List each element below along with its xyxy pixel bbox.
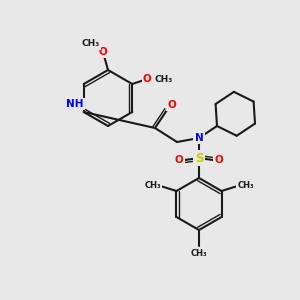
Text: O: O xyxy=(143,74,152,84)
Text: NH: NH xyxy=(66,99,83,109)
Text: CH₃: CH₃ xyxy=(154,74,172,83)
Text: NH: NH xyxy=(66,99,83,109)
Text: O: O xyxy=(99,47,107,57)
Text: O: O xyxy=(168,100,176,110)
Text: CH₃: CH₃ xyxy=(82,40,100,49)
Text: CH₃: CH₃ xyxy=(237,182,254,190)
Text: S: S xyxy=(195,152,203,164)
Text: O: O xyxy=(175,155,183,165)
Text: O: O xyxy=(143,74,152,84)
Text: CH₃: CH₃ xyxy=(154,74,172,83)
Text: O: O xyxy=(99,47,107,57)
Text: O: O xyxy=(168,100,176,110)
Text: N: N xyxy=(195,133,203,143)
Text: CH₃: CH₃ xyxy=(237,182,254,190)
Text: CH₃: CH₃ xyxy=(144,182,161,190)
Text: CH₃: CH₃ xyxy=(191,250,207,259)
Text: CH₃: CH₃ xyxy=(191,250,207,259)
Text: CH₃: CH₃ xyxy=(144,182,161,190)
Text: O: O xyxy=(175,155,183,165)
Text: CH₃: CH₃ xyxy=(82,40,100,49)
Text: N: N xyxy=(195,133,203,143)
Text: S: S xyxy=(195,152,203,164)
Text: O: O xyxy=(214,155,224,165)
Text: O: O xyxy=(214,155,224,165)
